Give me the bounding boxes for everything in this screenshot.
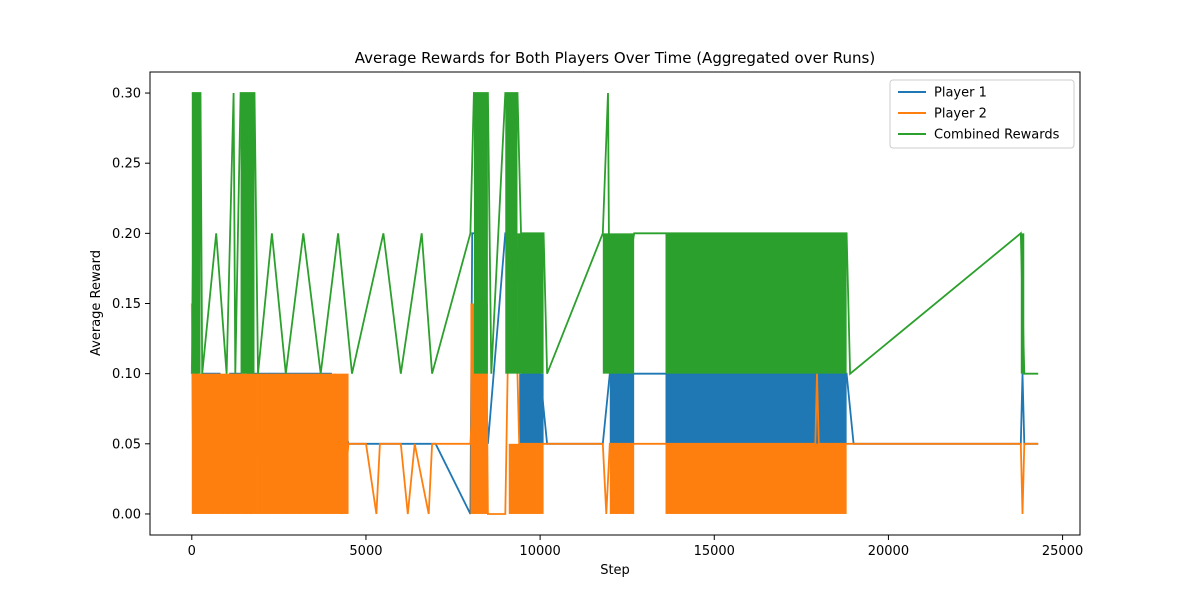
x-tick-label-1: 5000 [349,544,382,559]
series-3 [191,92,1039,376]
y-tick-label-4: 0.20 [112,227,141,242]
chart-title: Average Rewards for Both Players Over Ti… [355,49,875,67]
series-2-band-4 [508,443,544,514]
series-3-band-2 [240,93,255,374]
series-2-band-5 [609,443,635,514]
series-3-band-4 [505,93,518,374]
y-tick-label-3: 0.15 [112,297,141,312]
legend-label-1: Player 1 [934,86,987,101]
series-3-band-5 [517,233,544,374]
y-tick-label-1: 0.05 [112,437,141,452]
series-2 [190,302,1039,515]
x-tick-label-0: 0 [188,544,196,559]
y-tick-label-6: 0.30 [112,87,141,102]
series-2-line [190,302,1039,515]
legend-box [889,79,1075,149]
legend-label-3: Combined Rewards [934,128,1060,143]
series-3-band-6 [602,233,635,374]
x-axis-label: Step [600,563,630,578]
y-tick-label-0: 0.00 [112,507,141,522]
legend-label-2: Player 2 [934,107,987,122]
plot-area [190,92,1039,515]
x-tick-label-4: 20000 [868,544,909,559]
series-3-line [191,92,1039,376]
x-tick-label-2: 10000 [519,544,560,559]
series-1-band-1 [665,373,847,444]
series-3-band-7 [665,233,847,374]
series-2-band-6 [665,443,847,514]
y-tick-label-5: 0.25 [112,157,141,172]
axes: 0 5000 10000 15000 20000 25000 0.00 0.05 0.10 0.1… [112,71,1083,559]
x-tick-label-3: 15000 [694,544,735,559]
legend: Player 1 Player 2 Combined Rewards [889,79,1075,149]
y-tick-label-2: 0.10 [112,367,141,382]
series-3-band-1 [191,93,201,374]
x-tick-label-5: 25000 [1042,544,1083,559]
y-axis-label: Average Reward [89,250,104,356]
series-3-band-3 [473,93,488,374]
series-1-band-3 [609,373,635,444]
series-1-band-2 [519,373,544,444]
